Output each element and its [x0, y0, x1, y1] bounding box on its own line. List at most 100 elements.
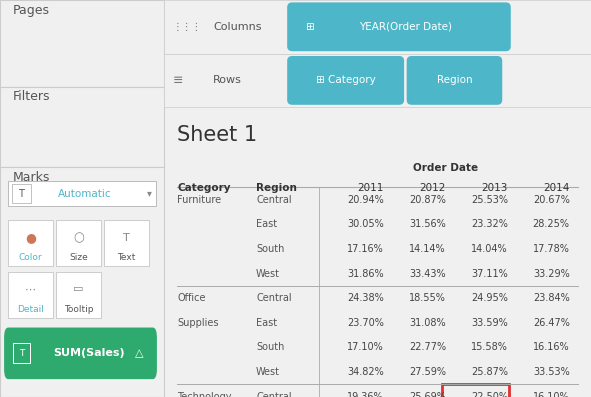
Bar: [56, 272, 101, 318]
Text: 22.50%: 22.50%: [471, 391, 508, 397]
Bar: [177, 261, 578, 286]
Bar: [104, 220, 149, 266]
Text: ▭: ▭: [73, 284, 84, 294]
Text: 33.53%: 33.53%: [533, 367, 570, 377]
Text: 23.84%: 23.84%: [533, 293, 570, 303]
Text: ⋯: ⋯: [25, 284, 36, 294]
Text: Rows: Rows: [213, 75, 242, 85]
Text: 16.16%: 16.16%: [533, 342, 570, 353]
Text: △: △: [135, 348, 144, 358]
Text: 23.70%: 23.70%: [347, 318, 384, 328]
Text: Region: Region: [256, 183, 297, 193]
Text: Color: Color: [19, 253, 43, 262]
FancyBboxPatch shape: [287, 56, 404, 105]
Bar: [8, 220, 53, 266]
Text: 23.32%: 23.32%: [471, 219, 508, 229]
Text: SUM(Sales): SUM(Sales): [53, 348, 125, 358]
Text: Pages: Pages: [13, 4, 50, 17]
Text: West: West: [256, 367, 280, 377]
Text: Technology: Technology: [177, 391, 232, 397]
Text: ○: ○: [73, 231, 84, 244]
Text: Columns: Columns: [213, 22, 262, 32]
Text: 17.78%: 17.78%: [533, 244, 570, 254]
Text: 14.14%: 14.14%: [410, 244, 446, 254]
Text: 37.11%: 37.11%: [471, 268, 508, 279]
Text: Central: Central: [256, 293, 292, 303]
Text: ●: ●: [25, 231, 36, 244]
Text: South: South: [256, 342, 284, 353]
Text: Size: Size: [69, 253, 88, 262]
FancyBboxPatch shape: [407, 56, 502, 105]
Text: 28.25%: 28.25%: [532, 219, 570, 229]
Text: 31.08%: 31.08%: [410, 318, 446, 328]
Text: T: T: [123, 233, 130, 243]
Text: 2014: 2014: [543, 183, 570, 193]
Text: 30.05%: 30.05%: [348, 219, 384, 229]
Text: East: East: [256, 318, 277, 328]
Text: 25.87%: 25.87%: [471, 367, 508, 377]
Bar: [13, 343, 30, 363]
Text: 26.47%: 26.47%: [533, 318, 570, 328]
Text: T: T: [19, 349, 24, 358]
Text: 2013: 2013: [482, 183, 508, 193]
Text: 24.38%: 24.38%: [348, 293, 384, 303]
Bar: [0, 0, 164, 87]
Text: 33.59%: 33.59%: [471, 318, 508, 328]
Bar: [0, 167, 164, 397]
Text: Furniture: Furniture: [177, 195, 221, 205]
Text: Central: Central: [256, 391, 292, 397]
Bar: [56, 220, 101, 266]
Text: 25.69%: 25.69%: [409, 391, 446, 397]
Text: West: West: [256, 268, 280, 279]
Text: 2012: 2012: [420, 183, 446, 193]
Text: Marks: Marks: [13, 171, 50, 183]
Text: Automatic: Automatic: [57, 189, 111, 198]
Text: 20.94%: 20.94%: [348, 195, 384, 205]
Bar: [8, 181, 156, 206]
Text: Detail: Detail: [17, 305, 44, 314]
Text: ≡: ≡: [173, 74, 183, 87]
Text: 25.53%: 25.53%: [471, 195, 508, 205]
Bar: [177, 212, 578, 237]
Bar: [11, 184, 31, 203]
Bar: [441, 384, 509, 397]
Text: 17.10%: 17.10%: [348, 342, 384, 353]
FancyBboxPatch shape: [287, 2, 511, 51]
Text: Supplies: Supplies: [177, 318, 219, 328]
Text: Text: Text: [118, 253, 136, 262]
Text: 27.59%: 27.59%: [409, 367, 446, 377]
Text: ⋮⋮⋮: ⋮⋮⋮: [173, 22, 202, 32]
Text: 33.43%: 33.43%: [410, 268, 446, 279]
Text: ⊞ Category: ⊞ Category: [316, 75, 375, 85]
Bar: [8, 272, 53, 318]
Text: 19.36%: 19.36%: [348, 391, 384, 397]
Text: 20.67%: 20.67%: [533, 195, 570, 205]
Text: 24.95%: 24.95%: [471, 293, 508, 303]
Text: Region: Region: [437, 75, 472, 85]
Bar: [164, 54, 591, 107]
Text: East: East: [256, 219, 277, 229]
Text: 18.55%: 18.55%: [409, 293, 446, 303]
Text: Tooltip: Tooltip: [64, 305, 93, 314]
Text: South: South: [256, 244, 284, 254]
Text: 15.58%: 15.58%: [471, 342, 508, 353]
Bar: [177, 360, 578, 384]
Text: Central: Central: [256, 195, 292, 205]
Text: 31.86%: 31.86%: [348, 268, 384, 279]
Text: Filters: Filters: [13, 91, 51, 103]
Text: 14.04%: 14.04%: [471, 244, 508, 254]
Text: Office: Office: [177, 293, 206, 303]
Text: YEAR(Order Date): YEAR(Order Date): [359, 22, 452, 32]
FancyBboxPatch shape: [4, 328, 157, 379]
Text: 34.82%: 34.82%: [348, 367, 384, 377]
Text: T: T: [18, 189, 24, 198]
Bar: [177, 310, 578, 335]
Text: 17.16%: 17.16%: [348, 244, 384, 254]
Bar: [164, 0, 591, 54]
Bar: [0, 87, 164, 167]
Text: ⊞: ⊞: [305, 22, 314, 32]
Text: Category: Category: [177, 183, 230, 193]
Text: 22.77%: 22.77%: [409, 342, 446, 353]
Text: Sheet 1: Sheet 1: [177, 125, 257, 145]
Text: ▾: ▾: [147, 189, 152, 198]
